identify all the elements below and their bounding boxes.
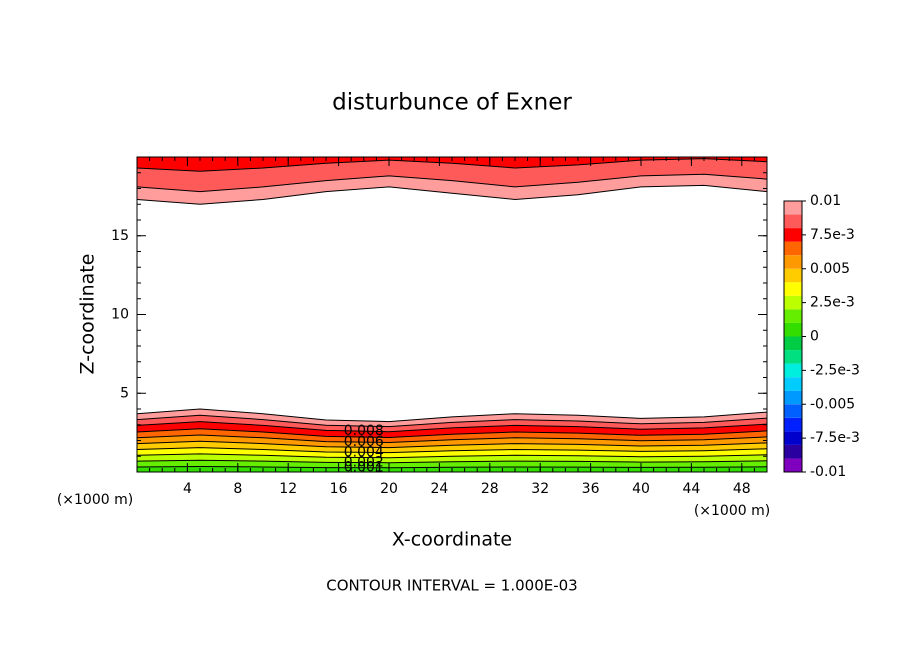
colorbar-band (784, 404, 802, 418)
contour-label: 0.006 (344, 434, 384, 450)
colorbar-band (784, 228, 802, 242)
colorbar-tick-label: -0.01 (810, 464, 846, 480)
x-tick-label: 24 (430, 481, 448, 497)
colorbar-tick-label: 0 (810, 329, 819, 345)
colorbar-tick-label: -7.5e-3 (810, 430, 860, 446)
contour-line (136, 173, 768, 193)
colorbar-tick-label: 0.005 (810, 261, 850, 277)
colorbar-band (784, 282, 802, 296)
colorbar-tick-label: 0.01 (810, 193, 841, 209)
colorbar-band (784, 363, 802, 378)
colorbar-band (784, 417, 802, 432)
colorbar-band (784, 201, 802, 215)
x-tick-label: 32 (531, 481, 549, 497)
x-unit-label: (×1000 m) (694, 503, 770, 519)
colorbar-band (784, 241, 802, 256)
x-tick-label: 40 (632, 481, 650, 497)
colorbar-tick-label: -2.5e-3 (810, 362, 860, 378)
colorbar-band (784, 390, 802, 405)
contour-label: 0.004 (344, 444, 384, 460)
contour-line (136, 428, 768, 439)
colorbar-band (784, 444, 802, 459)
colorbar-tick-label: 2.5e-3 (810, 295, 855, 311)
contour-band (137, 421, 767, 438)
contour-line (136, 440, 768, 449)
contour-line (136, 447, 768, 454)
contour-band (137, 174, 767, 205)
colorbar-band (784, 268, 802, 283)
contour-line (136, 184, 768, 205)
colorbar-band (784, 322, 802, 337)
colorbar-band (784, 377, 802, 391)
contour-band (137, 441, 767, 453)
contour-line (136, 465, 768, 469)
contour-line (136, 459, 768, 464)
contour-band (137, 428, 767, 443)
contour-band (137, 453, 767, 463)
y-tick-label: 15 (111, 228, 129, 244)
x-tick-label: 4 (183, 481, 192, 497)
contour-line (136, 421, 768, 433)
x-tick-label: 44 (682, 481, 700, 497)
colorbar-band (784, 350, 802, 364)
y-tick-label: 5 (120, 385, 129, 401)
x-tick-label: 12 (279, 481, 297, 497)
colorbar-tick-label: -0.005 (810, 396, 855, 412)
chart-title: disturbunce of Exner (332, 90, 572, 116)
colorbar-band (784, 458, 802, 472)
contour-band (137, 435, 767, 448)
colorbar-band (784, 214, 802, 229)
x-axis-label: X-coordinate (392, 529, 512, 551)
colorbar-band (784, 431, 802, 445)
contour-line (136, 453, 768, 459)
x-unit-label: (×1000 m) (57, 492, 133, 508)
colorbar-band (784, 295, 802, 310)
y-axis-label: Z-coordinate (77, 254, 99, 375)
colorbar-band (784, 336, 802, 351)
colorbar-band (784, 255, 802, 269)
contour-line (136, 408, 768, 423)
colorbar-tick-label: 7.5e-3 (810, 227, 855, 243)
x-tick-label: 36 (582, 481, 600, 497)
x-tick-label: 16 (330, 481, 348, 497)
x-tick-label: 48 (733, 481, 751, 497)
x-tick-label: 8 (233, 481, 242, 497)
contour-band (137, 447, 767, 458)
y-tick-label: 10 (111, 307, 129, 323)
contour-label: 0.002 (344, 455, 384, 471)
contour-line (136, 158, 768, 172)
colorbar-band (784, 309, 802, 323)
contour-line (136, 434, 768, 444)
contour-note: CONTOUR INTERVAL = 1.000E-03 (326, 577, 577, 595)
contour-label: 0.008 (344, 423, 384, 439)
contour-band (137, 157, 767, 172)
x-tick-label: 28 (481, 481, 499, 497)
contour-line (136, 414, 768, 428)
x-tick-label: 20 (380, 481, 398, 497)
